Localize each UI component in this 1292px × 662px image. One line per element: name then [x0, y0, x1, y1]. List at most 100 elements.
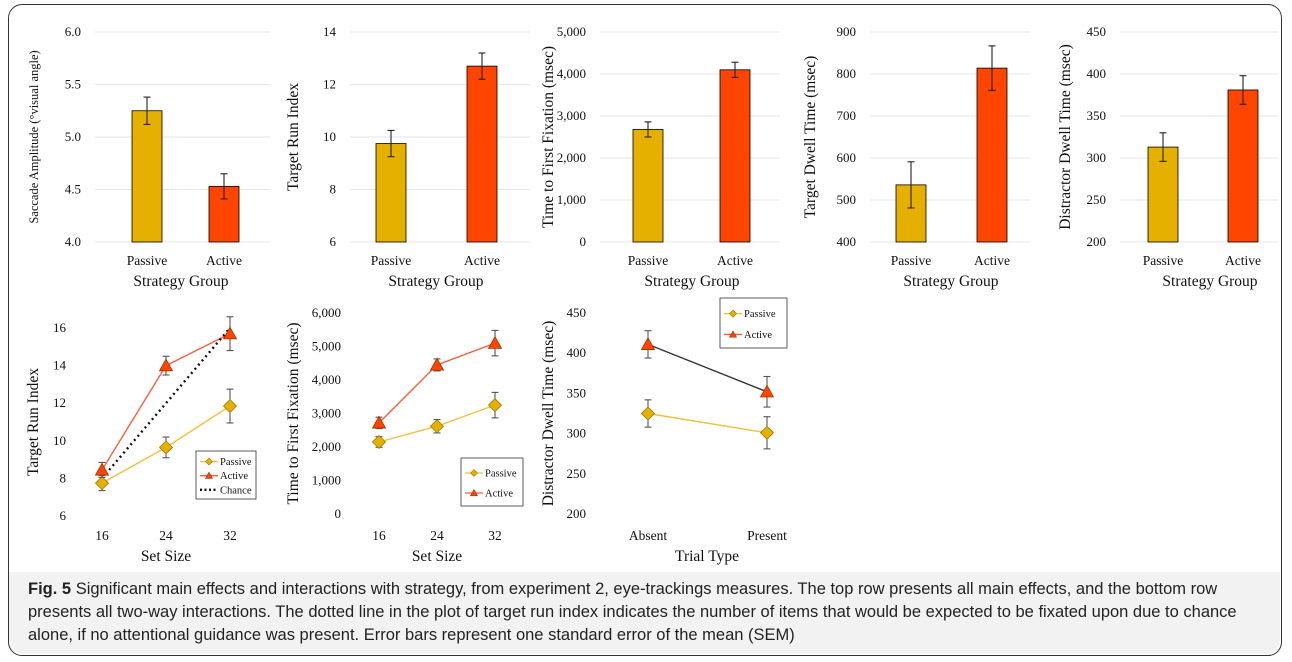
marker-active [158, 358, 174, 372]
y-tick-label: 4.0 [65, 234, 81, 249]
y-tick-label: 450 [567, 305, 587, 320]
y-axis-label: Time to First Fixation (msec) [540, 46, 557, 228]
bar-passive [131, 110, 163, 243]
y-tick-label: 400 [567, 345, 587, 360]
marker-active [640, 337, 656, 350]
y-tick-label: 5,000 [312, 339, 341, 354]
x-tick-label: 24 [430, 528, 444, 543]
marker-passive [759, 425, 775, 440]
y-tick-label: 4,000 [557, 66, 586, 81]
legend-label: Passive [485, 469, 517, 480]
y-tick-label: 6 [60, 508, 67, 523]
figure-caption: Fig. 5 Significant main effects and inte… [28, 578, 1268, 647]
y-tick-label: 2,000 [312, 439, 341, 454]
x-tick-label: Passive [628, 253, 669, 268]
x-tick-label: Passive [371, 253, 412, 268]
y-tick-label: 6.0 [65, 24, 81, 39]
y-tick-label: 450 [1087, 24, 1107, 39]
legend-label: Active [744, 330, 772, 341]
marker-active [759, 384, 775, 398]
bar-passive [375, 143, 407, 243]
legend-marker-active [469, 488, 479, 497]
y-tick-label: 12 [323, 77, 336, 92]
legend-marker-passive [729, 309, 737, 318]
marker-active [429, 357, 445, 371]
x-tick-label: 16 [95, 528, 109, 543]
y-tick-label: 5.5 [65, 77, 81, 92]
bar-passive [1147, 146, 1179, 243]
y-axis-label: Target Run Index [25, 368, 42, 476]
y-tick-label: 400 [1087, 66, 1107, 81]
bar-passive [632, 129, 664, 243]
x-tick-label: Active [464, 253, 500, 268]
legend-box [719, 297, 788, 349]
x-axis-label: Strategy Group [644, 273, 739, 290]
x-tick-label: Active [1225, 253, 1261, 268]
caption-background [9, 572, 1280, 654]
y-tick-label: 16 [53, 320, 67, 335]
y-tick-label: 4,000 [312, 372, 341, 387]
legend: Passive Active [460, 457, 524, 507]
line-passive [647, 412, 768, 434]
x-tick-label: Active [974, 253, 1010, 268]
y-tick-label: 5.0 [65, 129, 81, 144]
y-tick-label: 2,000 [557, 150, 586, 165]
y-tick-label: 900 [837, 24, 857, 39]
y-tick-label: 8 [60, 470, 67, 485]
x-tick-label: 16 [372, 528, 386, 543]
legend-marker-passive [470, 469, 478, 477]
figure-frame [8, 4, 1282, 656]
y-tick-label: 300 [1087, 150, 1107, 165]
x-axis-label: Strategy Group [1162, 273, 1257, 290]
x-axis-label: Set Size [412, 548, 462, 565]
y-tick-label: 12 [53, 395, 66, 410]
y-tick-label: 200 [1087, 234, 1107, 249]
y-tick-label: 6,000 [312, 305, 341, 320]
marker-passive [158, 440, 174, 455]
y-tick-label: 350 [567, 385, 587, 400]
y-tick-label: 300 [567, 426, 587, 441]
y-tick-label: 250 [1087, 192, 1107, 207]
y-tick-label: 700 [837, 108, 857, 123]
legend-label: Passive [744, 309, 776, 320]
marker-passive [640, 406, 656, 421]
y-axis-label: Saccade Amplitude (°visual angle) [27, 50, 41, 223]
y-tick-label: 0 [335, 506, 342, 521]
caption-text: Significant main effects and interaction… [28, 580, 1237, 644]
y-axis-label: Target Run Index [285, 83, 302, 191]
legend-marker-active [204, 471, 214, 479]
y-tick-label: 14 [323, 24, 337, 39]
caption-label: Fig. 5 [28, 580, 72, 598]
marker-active [487, 335, 503, 349]
x-tick-label: Absent [629, 528, 667, 543]
legend-marker-active [728, 330, 738, 338]
y-tick-label: 0 [580, 234, 587, 249]
y-tick-label: 400 [837, 234, 857, 249]
bar-active [466, 65, 498, 243]
y-tick-label: 6 [330, 234, 337, 249]
marker-active [94, 462, 110, 476]
x-tick-label: Active [206, 253, 242, 268]
marker-passive [487, 398, 503, 413]
y-axis-label: Time to First Fixation (msec) [285, 323, 302, 505]
marker-passive [94, 476, 110, 491]
y-tick-label: 14 [53, 358, 67, 373]
y-tick-label: 4.5 [65, 182, 81, 197]
x-tick-label: Active [717, 253, 753, 268]
legend: Passive Active Chance [195, 450, 257, 500]
x-tick-label: Passive [891, 253, 932, 268]
y-tick-label: 350 [1087, 108, 1107, 123]
legend-label: Active [485, 489, 513, 500]
y-tick-label: 1,000 [312, 473, 341, 488]
legend: Passive Active [719, 297, 788, 349]
y-tick-label: 3,000 [557, 108, 586, 123]
y-axis-label: Distractor Dwell Time (msec) [1057, 44, 1074, 230]
y-tick-label: 10 [323, 129, 336, 144]
x-tick-label: 24 [159, 528, 173, 543]
bar-active [976, 67, 1008, 243]
y-tick-label: 800 [837, 66, 857, 81]
figure-canvas: 4.0 4.5 5.0 5.5 6.0 Saccade Amplitude (°visua… [25, 24, 1278, 565]
x-axis-label: Trial Type [675, 548, 739, 565]
legend-box [460, 457, 524, 507]
y-tick-label: 500 [837, 192, 857, 207]
